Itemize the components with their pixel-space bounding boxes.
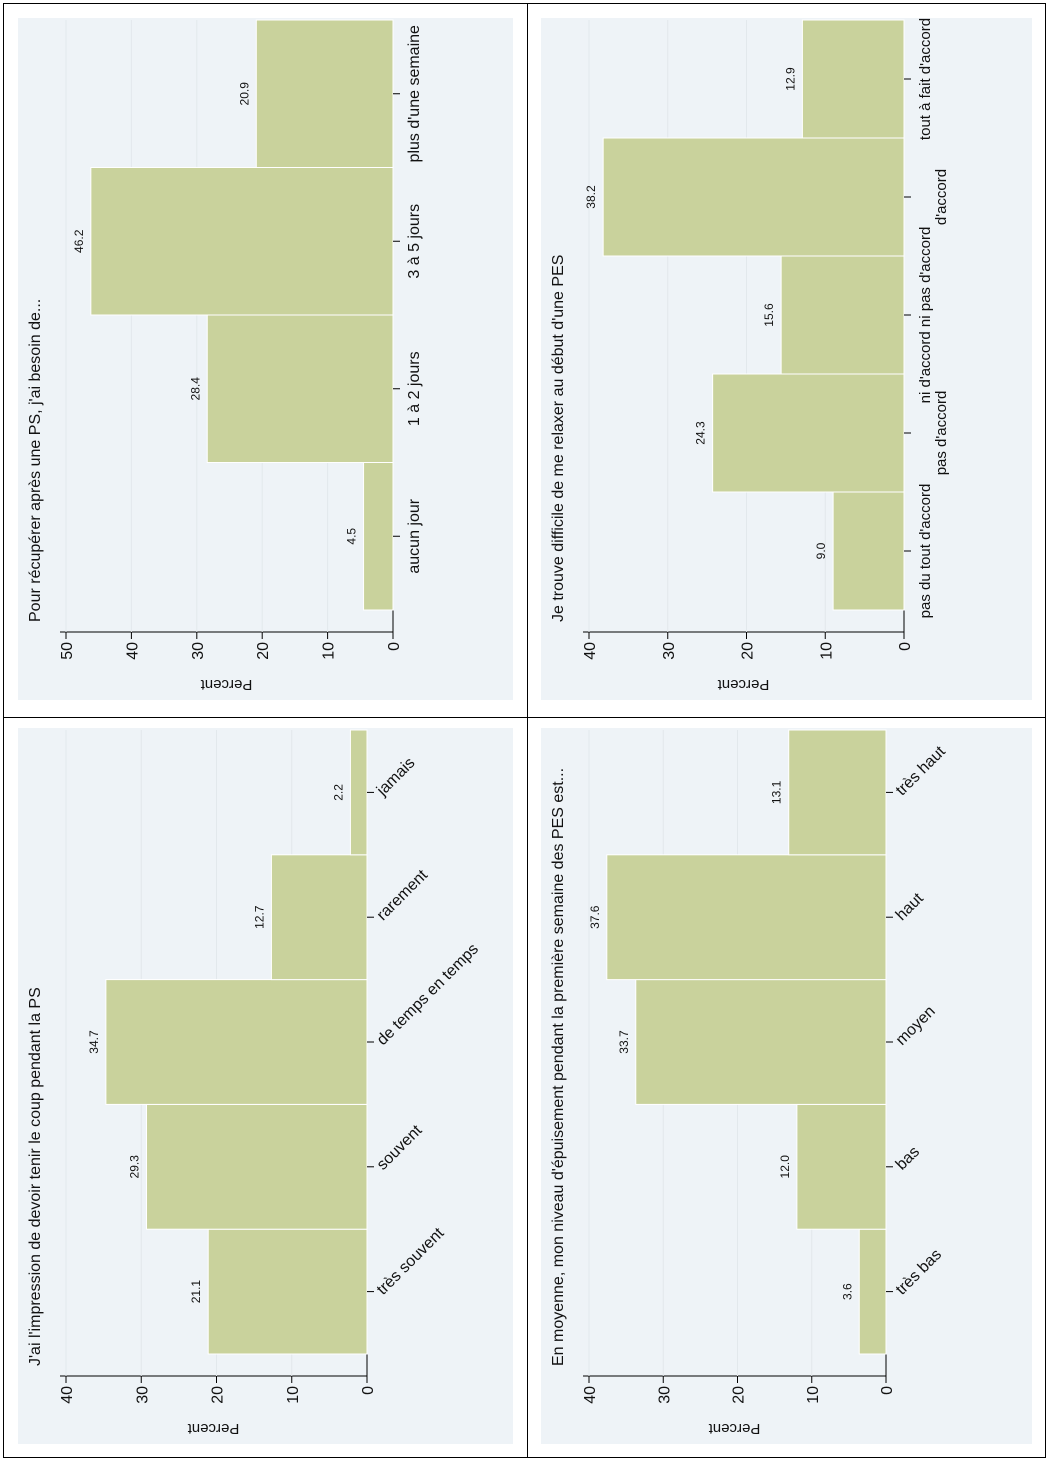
bar-value-label: 34.7 <box>87 1030 101 1054</box>
bar <box>858 1228 887 1355</box>
y-tick-label: 0 <box>386 642 403 651</box>
y-tick-label: 0 <box>879 1386 896 1395</box>
panel-divider-vertical <box>527 4 528 1457</box>
y-tick-label: 30 <box>190 642 207 660</box>
y-tick-label: 20 <box>731 1386 748 1404</box>
bar-value-label: 13.1 <box>770 780 784 804</box>
y-tick-label: 40 <box>59 1386 76 1404</box>
y-axis-label: Percent <box>187 1420 240 1437</box>
y-tick-label: 30 <box>661 642 678 660</box>
bar-value-label: 15.6 <box>762 303 776 327</box>
chart-title: Je trouve difficile de me relaxer au déb… <box>550 255 567 622</box>
panel-divider-horizontal <box>4 717 1045 718</box>
y-axis-label: Percent <box>717 676 770 693</box>
bar <box>105 979 368 1105</box>
bar <box>146 1103 368 1230</box>
y-tick-label: 10 <box>321 642 338 660</box>
y-tick-label: 0 <box>897 642 914 651</box>
y-tick-label: 10 <box>818 642 835 660</box>
y-axis-label: Percent <box>200 676 253 693</box>
bar <box>801 19 905 139</box>
y-tick-label: 50 <box>59 642 76 660</box>
y-tick-label: 10 <box>805 1386 822 1404</box>
y-tick-label: 40 <box>124 642 141 660</box>
panel-recuperation: Pour récupérer après une PS, j'ai besoin… <box>18 18 513 700</box>
bar <box>270 854 368 981</box>
y-tick-label: 40 <box>582 642 599 660</box>
bar <box>602 137 905 257</box>
figure-frame <box>3 3 1046 1458</box>
bar-value-label: 3.6 <box>840 1283 854 1300</box>
y-tick-label: 40 <box>582 1386 599 1404</box>
chart-title: J'ai l'impression de devoir tenir le cou… <box>27 987 44 1366</box>
y-tick-label: 30 <box>656 1386 673 1404</box>
bar <box>606 854 887 981</box>
panel-epuisement: En moyenne, mon niveau d'épuisement pend… <box>541 728 1032 1444</box>
bar <box>780 255 905 375</box>
x-tick-label: d'accord <box>933 169 950 225</box>
bar-value-label: 21.1 <box>189 1280 203 1304</box>
bar <box>90 167 394 316</box>
bar <box>349 729 368 856</box>
x-tick-label: tout à fait d'accord <box>917 18 934 140</box>
bar <box>206 314 394 463</box>
bar-value-label: 29.3 <box>128 1155 142 1179</box>
y-axis-label: Percent <box>708 1420 761 1437</box>
bar-value-label: 28.4 <box>188 377 202 401</box>
bar <box>796 1103 887 1230</box>
x-tick-label: 3 à 5 jours <box>406 204 423 279</box>
y-tick-label: 30 <box>134 1386 151 1404</box>
bar-value-label: 12.0 <box>778 1155 792 1179</box>
bar <box>255 19 394 168</box>
bar-value-label: 12.7 <box>252 905 266 929</box>
bar-value-label: 24.3 <box>694 421 708 445</box>
bar-value-label: 37.6 <box>588 905 602 929</box>
x-tick-label: ni d'accord ni pas d'accord <box>917 227 934 404</box>
bar-value-label: 38.2 <box>584 185 598 209</box>
panel-tenir-le-coup: J'ai l'impression de devoir tenir le cou… <box>18 728 513 1444</box>
bar <box>207 1228 368 1355</box>
bar-value-label: 20.9 <box>237 82 251 106</box>
bar-value-label: 4.5 <box>345 528 359 545</box>
x-tick-label: aucun jour <box>406 498 423 573</box>
bar-value-label: 33.7 <box>617 1030 631 1054</box>
y-tick-label: 20 <box>210 1386 227 1404</box>
x-tick-label: pas d'accord <box>933 391 950 476</box>
bar <box>712 373 905 493</box>
y-tick-label: 0 <box>360 1386 377 1395</box>
y-tick-label: 20 <box>740 642 757 660</box>
x-tick-label: plus d'une semaine <box>406 25 423 162</box>
bar-value-label: 12.9 <box>783 67 797 91</box>
y-tick-label: 10 <box>285 1386 302 1404</box>
panel-relaxer: Je trouve difficile de me relaxer au déb… <box>541 18 1032 700</box>
bar-value-label: 9.0 <box>814 542 828 559</box>
bar-value-label: 46.2 <box>72 229 86 253</box>
bar <box>788 729 887 856</box>
bar <box>363 462 394 611</box>
x-tick-label: pas du tout d'accord <box>917 484 934 619</box>
bar <box>635 979 887 1105</box>
chart-title: En moyenne, mon niveau d'épuisement pend… <box>550 768 567 1366</box>
bar <box>832 491 905 611</box>
bar-value-label: 2.2 <box>331 784 345 801</box>
x-tick-label: 1 à 2 jours <box>406 351 423 426</box>
chart-title: Pour récupérer après une PS, j'ai besoin… <box>27 299 44 622</box>
y-tick-label: 20 <box>255 642 272 660</box>
